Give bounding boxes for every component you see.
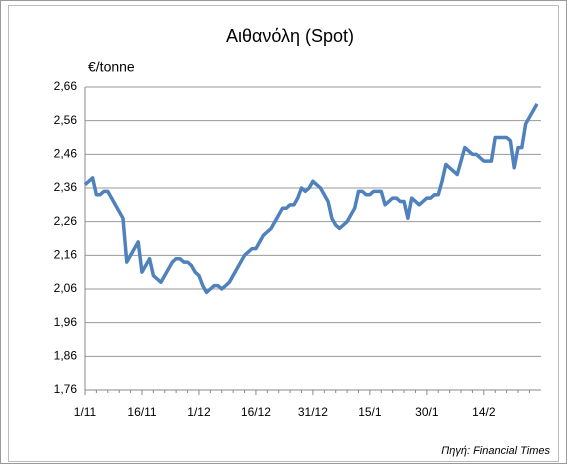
x-tick-label: 15/1 [358, 405, 382, 419]
x-tick-label: 1/11 [74, 405, 97, 419]
chart-title: Αιθανόλη (Spot) [226, 26, 354, 46]
y-tick-label: 1,96 [54, 315, 78, 329]
y-tick-label: 2,56 [54, 113, 78, 127]
y-tick-label: 2,36 [54, 180, 78, 194]
y-tick-label: 1,76 [54, 382, 78, 396]
x-tick-label: 16/12 [241, 405, 271, 419]
y-tick-label: 1,86 [54, 349, 78, 363]
source: Πηγή: Financial Times [441, 445, 550, 457]
y-tick-label: 2,16 [54, 248, 78, 262]
chart-frame [8, 5, 559, 462]
x-tick-label: 1/12 [187, 405, 211, 419]
y-tick-label: 2,06 [54, 281, 78, 295]
y-axis-label: €/tonne [88, 59, 135, 75]
x-tick-label: 14/2 [472, 405, 496, 419]
data-line [83, 102, 539, 295]
x-tick-label: 16/11 [127, 405, 156, 419]
y-tick-label: 2,26 [54, 214, 78, 228]
y-tick-label: 2,46 [54, 147, 78, 161]
x-tick-label: 31/12 [298, 405, 328, 419]
y-tick-label: 2,66 [54, 79, 78, 93]
x-tick-label: 30/1 [415, 405, 439, 419]
